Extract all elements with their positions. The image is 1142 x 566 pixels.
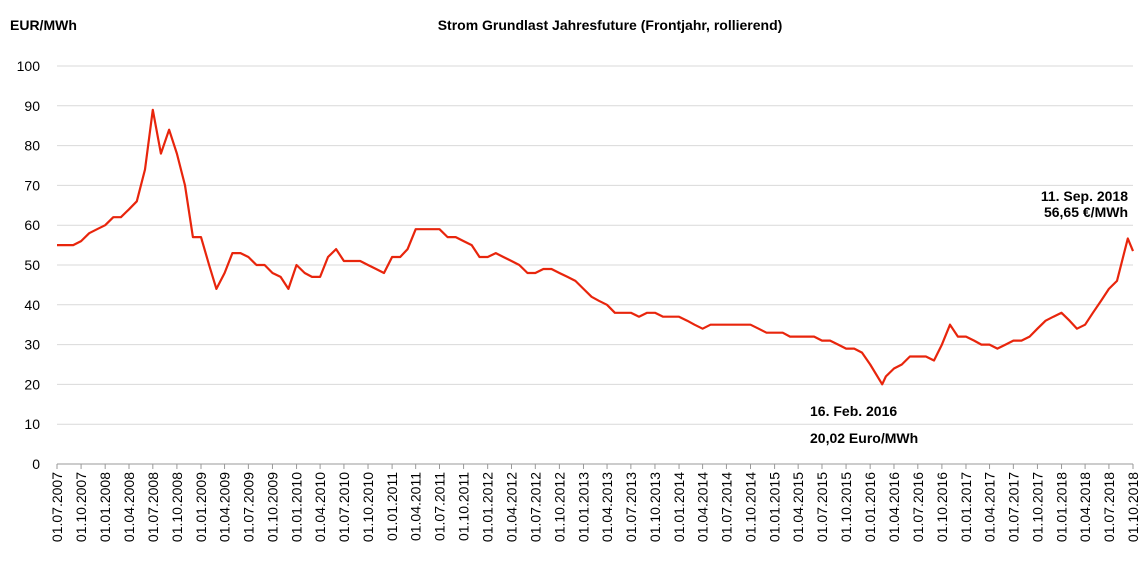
y-tick-label: 30	[24, 337, 40, 353]
x-tick-label: 01.10.2007	[73, 472, 89, 542]
x-tick-label: 01.04.2015	[790, 472, 806, 542]
x-tick-label: 01.04.2012	[503, 472, 519, 542]
x-tick-label: 01.07.2009	[240, 472, 256, 542]
x-tick-label: 01.10.2013	[647, 472, 663, 542]
y-tick-label: 70	[24, 177, 40, 193]
y-tick-label: 40	[24, 297, 40, 313]
x-tick-label: 01.04.2016	[886, 472, 902, 542]
x-tick-label: 01.07.2008	[145, 472, 161, 542]
x-tick-label: 01.07.2007	[49, 472, 65, 542]
x-tick-label: 01.01.2009	[193, 472, 209, 542]
x-tick-label: 01.07.2016	[910, 472, 926, 542]
x-tick-label: 01.10.2018	[1125, 472, 1141, 542]
chart-title: Strom Grundlast Jahresfuture (Frontjahr,…	[438, 17, 783, 33]
x-tick-label: 01.01.2015	[767, 472, 783, 542]
x-tick-label: 01.10.2008	[169, 472, 185, 542]
y-tick-label: 60	[24, 217, 40, 233]
x-tick-label: 01.10.2015	[838, 472, 854, 542]
data-line	[57, 108, 1135, 386]
x-tick-label: 01.01.2011	[384, 472, 400, 541]
x-tick-label: 01.04.2010	[312, 472, 328, 542]
x-tick-label: 01.01.2013	[575, 472, 591, 542]
x-tick-label: 01.01.2018	[1054, 472, 1070, 542]
x-tick-label: 01.04.2017	[982, 472, 998, 542]
x-tick-label: 01.07.2017	[1005, 472, 1021, 542]
annotation: 56,65 €/MWh	[1044, 204, 1128, 220]
x-tick-label: 01.07.2012	[527, 472, 543, 542]
x-tick-label: 01.04.2014	[695, 472, 711, 542]
x-tick-label: 01.10.2012	[551, 472, 567, 542]
y-axis-label: EUR/MWh	[10, 17, 77, 33]
x-tick-label: 01.04.2008	[121, 472, 137, 542]
x-tick-label: 01.07.2013	[623, 472, 639, 542]
x-tick-label: 01.01.2008	[97, 472, 113, 542]
x-tick-label: 01.04.2018	[1077, 472, 1093, 542]
y-tick-label: 80	[24, 138, 40, 154]
x-tick-label: 01.01.2014	[671, 472, 687, 542]
y-tick-label: 0	[32, 456, 40, 472]
x-tick-label: 01.01.2016	[862, 472, 878, 542]
x-tick-label: 01.07.2010	[336, 472, 352, 542]
y-tick-label: 90	[24, 98, 40, 114]
x-tick-label: 01.01.2017	[958, 472, 974, 542]
x-tick-label: 01.07.2014	[718, 472, 734, 542]
x-tick-label: 01.10.2010	[360, 472, 376, 542]
x-tick-label: 01.07.2015	[814, 472, 830, 542]
x-tick-label: 01.01.2012	[480, 472, 496, 542]
y-tick-label: 10	[24, 416, 40, 432]
x-tick-label: 01.01.2010	[289, 472, 305, 542]
x-tick-label: 01.04.2009	[217, 472, 233, 542]
x-tick-label: 01.10.2009	[264, 472, 280, 542]
annotation: 16. Feb. 2016	[810, 403, 897, 419]
annotation: 20,02 Euro/MWh	[810, 430, 918, 446]
y-tick-label: 20	[24, 376, 40, 392]
x-tick-label: 01.04.2011	[408, 472, 424, 541]
x-tick-label: 01.07.2018	[1101, 472, 1117, 542]
x-tick-label: 01.10.2014	[743, 472, 759, 542]
y-tick-label: 50	[24, 257, 40, 273]
x-tick-label: 01.10.2017	[1029, 472, 1045, 542]
x-tick-label: 01.04.2013	[599, 472, 615, 542]
y-tick-label: 100	[17, 58, 41, 74]
x-tick-label: 01.10.2011	[456, 472, 472, 541]
annotation: 11. Sep. 2018	[1041, 188, 1128, 204]
x-tick-label: 01.07.2011	[431, 472, 447, 541]
x-tick-label: 01.10.2016	[934, 472, 950, 542]
